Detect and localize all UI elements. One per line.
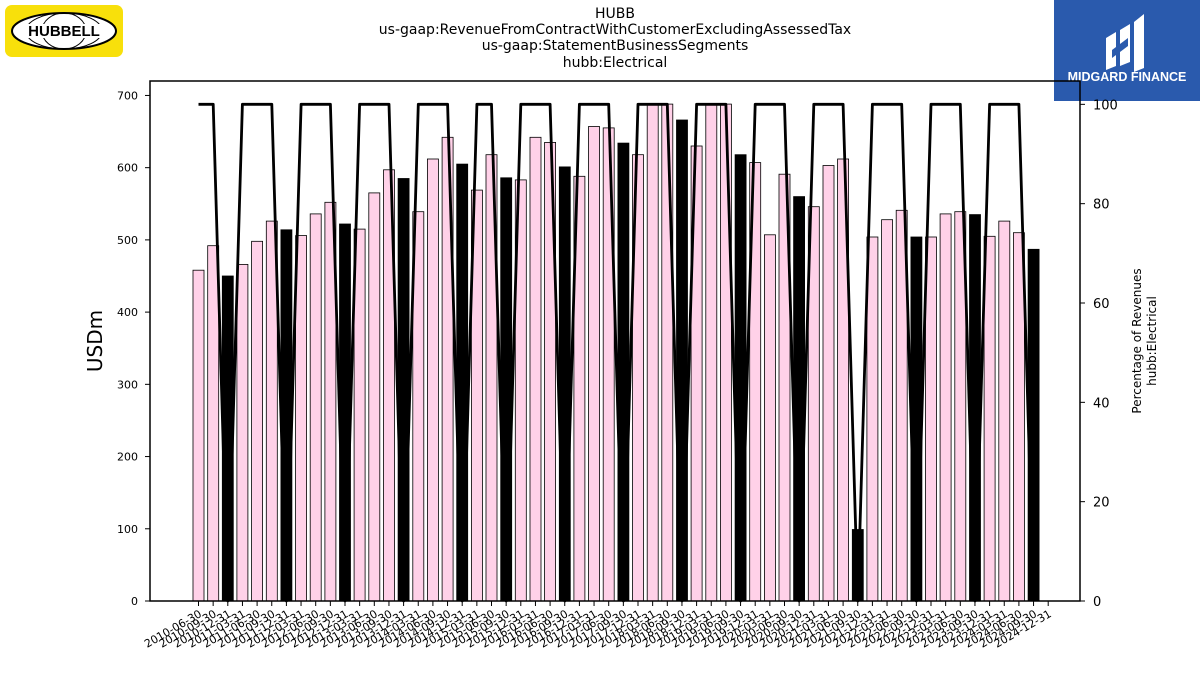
midgard-logo-graphic: MIDGARD FINANCE [1068,14,1187,84]
bar-2018-09-30 [676,119,688,602]
y2-tick-label: 0 [1093,595,1101,610]
bar-2013-03-31 [353,228,366,602]
bar-2017-09-30 [617,142,630,602]
bar-2024-03-31 [998,220,1011,602]
bar-2021-03-31 [822,165,835,602]
bar-2014-06-30 [426,158,439,602]
plot-frame [149,80,1081,602]
bar-2022-03-31 [881,219,893,602]
y-tick-label: 500 [117,234,138,247]
bar-2011-12-31 [280,229,293,602]
y-tick-label: 600 [117,162,138,175]
y2-tick-label: 60 [1093,297,1110,312]
bar-2020-09-30 [793,196,805,602]
y2-axis-label-line2: hubb:Electrical [1145,296,1159,386]
y2-axis-label-line1: Percentage of Revenues [1130,268,1144,413]
bar-2022-12-31 [925,236,937,602]
bar-2016-03-31 [529,136,542,602]
title-line-segment: hubb:Electrical [562,54,668,71]
bar-2019-03-31 [705,103,718,602]
hubbell-logo-text: HUBBELL [28,23,100,40]
bar-2012-12-31 [339,223,351,602]
bar-2010-06-30 [192,269,205,602]
bar-2023-03-31 [939,213,952,602]
percentage-line-series [198,102,1035,603]
title-line-statement: us-gaap:StatementBusinessSegments [481,38,749,55]
title-line-ticker: HUBB [595,6,635,22]
bar-2013-06-30 [368,192,381,602]
y2-tick-label: 20 [1093,496,1110,511]
hubbell-logo-graphic: HUBBELL [11,12,117,50]
bar-2011-03-31 [236,263,249,602]
y-tick-label: 700 [117,89,138,102]
bar-2024-06-30 [1013,232,1025,602]
bar-2019-06-30 [720,103,732,602]
midgard-finance-logo: MIDGARD FINANCE [1054,0,1200,101]
y2-tick-label: 40 [1093,396,1110,411]
bar-2023-12-31 [983,235,996,602]
y-axis-label: USDm [83,310,107,372]
bar-2015-09-30 [500,177,513,602]
y-tick-label: 400 [117,306,138,319]
y-tick-label: 100 [117,523,138,536]
hubbell-logo: HUBBELL [5,5,123,57]
bar-2018-03-31 [646,103,659,602]
percentage-line [198,102,1035,603]
x-axis: 2010-06-302010-09-302010-12-312011-03-31… [142,601,1054,651]
bar-2016-09-30 [558,166,571,602]
y-axis-left: 0 100 200 300 400 500 600 700 [117,89,150,608]
y-tick-label: 0 [131,595,138,608]
bar-series [192,103,1040,602]
y-tick-label: 300 [117,378,138,391]
bar-2019-09-30 [734,154,747,602]
midgard-logo-text: MIDGARD FINANCE [1068,70,1187,84]
bar-2020-03-31 [764,234,776,602]
bar-2023-09-30 [969,214,981,602]
title-line-metric: us-gaap:RevenueFromContractWithCustomerE… [378,22,852,39]
chart-title: HUBB us-gaap:RevenueFromContractWithCust… [315,6,915,71]
bar-2018-06-30 [661,103,674,602]
bar-2012-03-31 [295,235,308,602]
bar-2013-12-31 [397,178,410,602]
bar-2010-09-30 [207,245,220,602]
bar-2017-03-31 [588,126,600,602]
bar-2021-12-31 [866,236,879,602]
bar-2011-06-30 [251,240,264,602]
y2-tick-label: 100 [1093,98,1118,113]
y-tick-label: 200 [117,451,138,464]
bar-2014-12-31 [456,163,469,602]
y2-tick-label: 80 [1093,198,1110,213]
y-axis-right: 0 20 40 60 80 100 [1080,98,1118,610]
bar-2012-06-30 [309,213,322,602]
bar-2022-09-30 [910,236,923,602]
